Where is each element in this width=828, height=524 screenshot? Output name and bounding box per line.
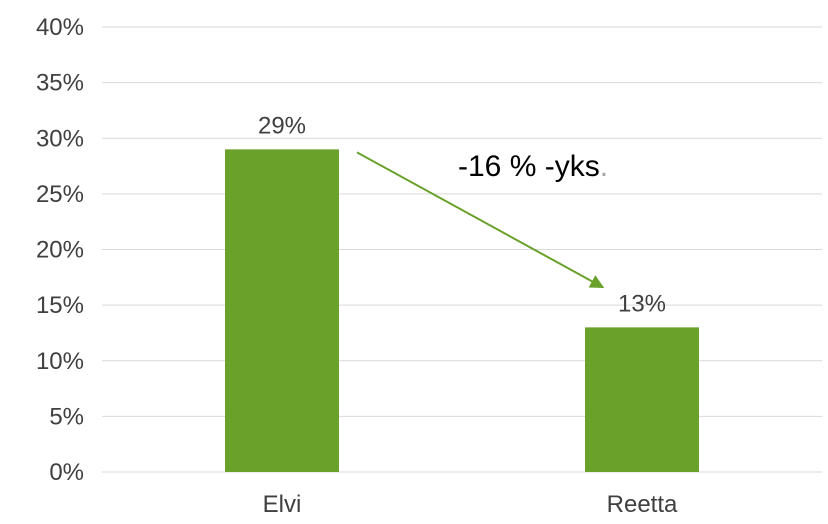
data-labels: 29% 13% — [258, 112, 666, 317]
y-tick-label: 15% — [36, 292, 84, 319]
bar — [585, 327, 699, 472]
annotation-text: -16 % -yks. — [458, 150, 608, 183]
change-arrow — [356, 151, 605, 289]
data-label: 29% — [258, 112, 306, 139]
x-tick-label: Elvi — [263, 491, 302, 518]
x-axis-tick-labels: Elvi Reetta — [263, 491, 678, 518]
y-tick-label: 40% — [36, 14, 84, 41]
y-tick-label: 30% — [36, 125, 84, 152]
annotation-main: -16 % -yks — [458, 150, 600, 183]
y-tick-label: 5% — [49, 403, 84, 430]
y-tick-label: 35% — [36, 70, 84, 97]
bars — [225, 149, 699, 472]
x-tick-label: Reetta — [607, 491, 678, 518]
annotation-suffix: . — [600, 150, 608, 183]
y-tick-label: 10% — [36, 348, 84, 375]
data-label: 13% — [618, 290, 666, 317]
y-tick-label: 25% — [36, 181, 84, 208]
y-tick-label: 0% — [49, 459, 84, 486]
change-annotation: -16 % -yks. — [356, 150, 608, 289]
bar — [225, 149, 339, 472]
gridlines — [102, 26, 822, 473]
y-axis-tick-labels: 0% 5% 10% 15% 20% 25% 30% 35% 40% — [36, 14, 84, 486]
y-tick-label: 20% — [36, 237, 84, 264]
